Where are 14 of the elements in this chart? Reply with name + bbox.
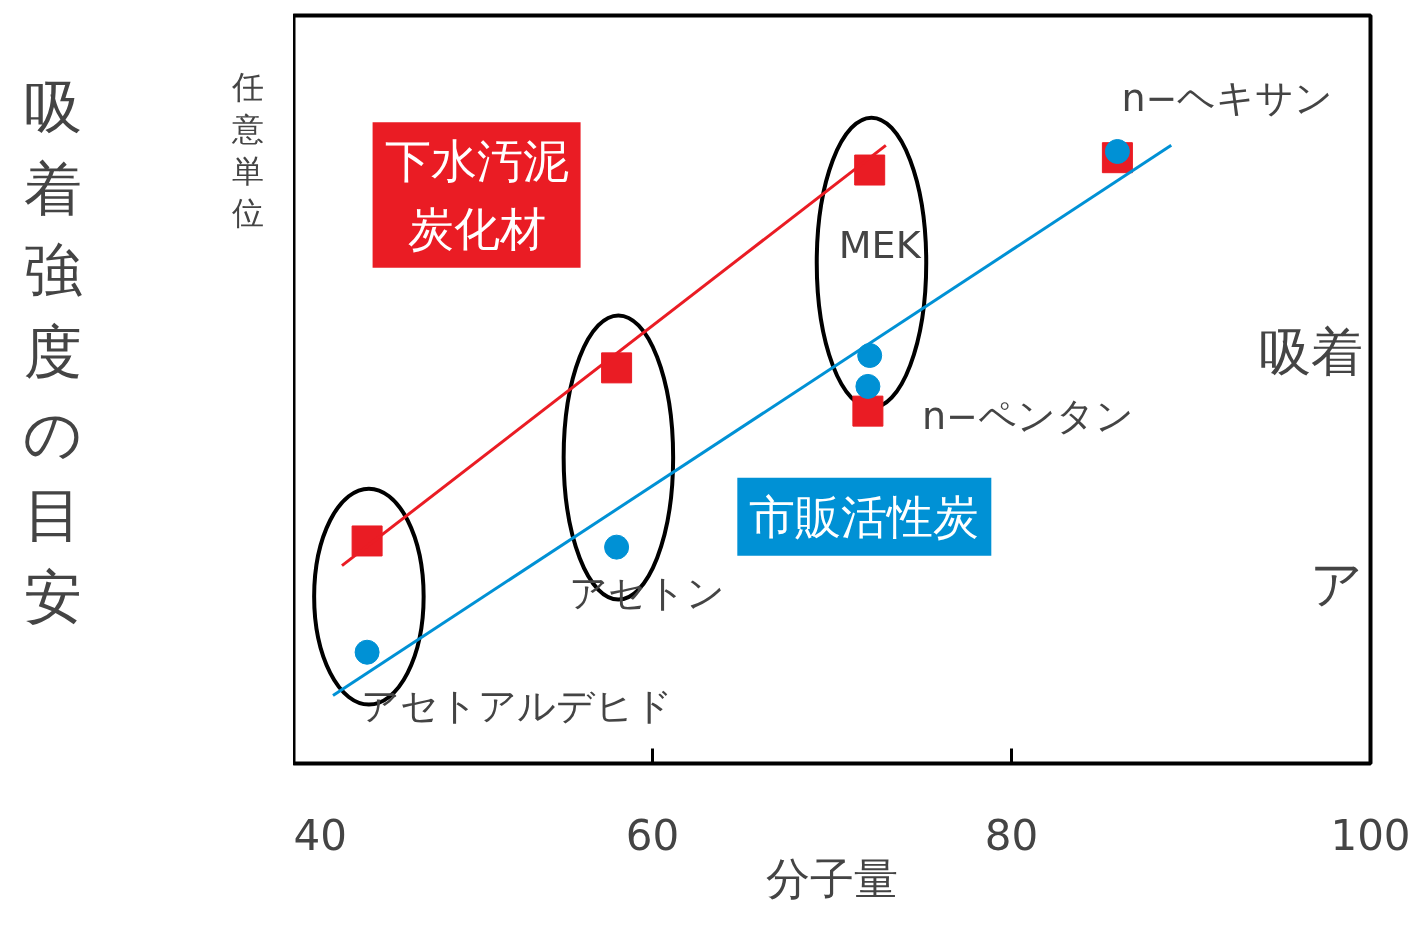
x-axis-title: 分子量 [766,852,898,904]
annotation: n−ペンタン [921,394,1134,439]
y-axis-title: 吸着強度の目安 [23,73,82,631]
text: 任意単位 [230,68,264,232]
x-tick-label: 40 [293,810,347,860]
text: n−ヘキサン [1121,75,1334,120]
text: 下水汚泥炭化材 [384,134,569,256]
text: 市販活性炭 [749,489,980,544]
x-tick-label: 60 [625,810,680,860]
x-tick-label: 80 [984,810,1039,860]
annotation: 吸着 [1258,322,1363,383]
x-tick-label: 100 [1330,810,1411,860]
annotation: ア [1309,553,1363,614]
annotation: MEK [838,223,922,268]
